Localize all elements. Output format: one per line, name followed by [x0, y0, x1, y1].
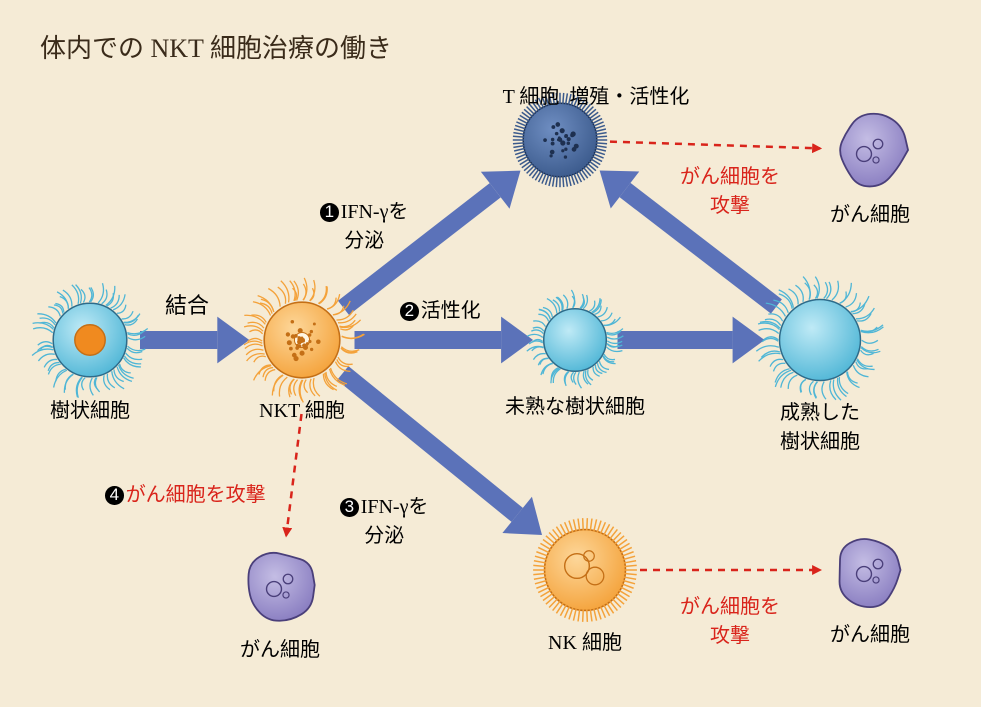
- annotation-attack_bot: がん細胞を 攻撃: [680, 590, 780, 648]
- annotation-step3: 3IFN-γを 分泌: [340, 490, 428, 548]
- cell-label-nk: NK 細胞: [548, 626, 622, 655]
- cell-dendritic_blue: [780, 300, 861, 381]
- arrow-nkt_attack: [286, 414, 301, 536]
- cell-label-mature_dc: 成熟した 樹状細胞: [780, 396, 860, 454]
- cell-label-tcell: T 細胞 増殖・活性化: [503, 80, 690, 109]
- arrow-t_attack: [610, 142, 820, 149]
- cell-label-cancer_bottom: がん細胞: [830, 618, 910, 647]
- cell-label-nkt: NKT 細胞: [259, 394, 345, 423]
- cell-nk_orange: [545, 530, 626, 611]
- cell-label-cancer_top: がん細胞: [830, 198, 910, 227]
- cell-label-cancer_left: がん細胞: [240, 633, 320, 662]
- annotation-step4: 4がん細胞を攻撃: [105, 478, 266, 507]
- annotation-bind_label: 結合: [165, 288, 209, 320]
- annotation-attack_top: がん細胞を 攻撃: [680, 160, 780, 218]
- annotation-step1: 1IFN-γを 分泌: [320, 195, 408, 253]
- annotation-step2: 2活性化: [400, 294, 481, 323]
- cell-label-immature_dc: 未熟な樹状細胞: [505, 390, 645, 419]
- cell-cancer_purple: [840, 539, 901, 607]
- diagram-canvas: 体内での NKT 細胞治療の働き樹状細胞 NKT 細胞 未熟な樹状細胞 成熟した 樹状…: [0, 0, 981, 707]
- cell-dendritic_blue: [544, 309, 607, 372]
- cell-cancer_purple: [248, 553, 314, 621]
- title: 体内での NKT 細胞治療の働き: [40, 28, 392, 65]
- cell-cancer_purple: [840, 114, 908, 187]
- cell-dendritic_with_core: [53, 303, 127, 377]
- cell-label-dendritic: 樹状細胞: [50, 394, 130, 423]
- diagram-svg: [0, 0, 981, 707]
